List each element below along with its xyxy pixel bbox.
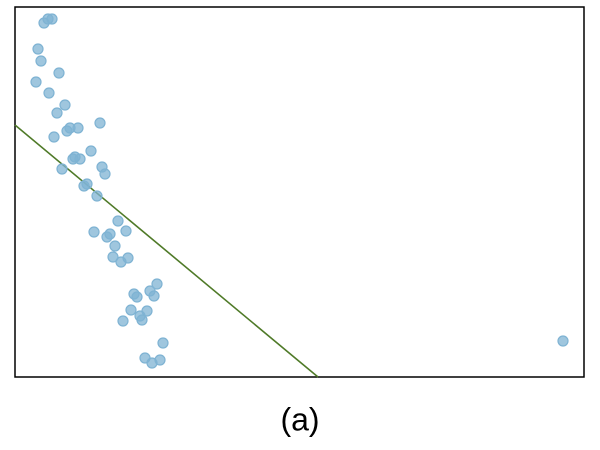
point <box>51 107 63 119</box>
point <box>107 251 119 263</box>
point <box>48 131 60 143</box>
point <box>94 117 106 129</box>
point <box>112 215 124 227</box>
point <box>101 231 113 243</box>
point <box>131 291 143 303</box>
point <box>148 290 160 302</box>
point <box>125 304 137 316</box>
point <box>30 76 42 88</box>
point <box>32 43 44 55</box>
point <box>85 145 97 157</box>
point <box>61 125 73 137</box>
point <box>67 153 79 165</box>
point <box>154 354 166 366</box>
point <box>99 168 111 180</box>
point <box>120 225 132 237</box>
point <box>88 226 100 238</box>
point <box>109 240 121 252</box>
point <box>115 256 127 268</box>
point <box>557 335 569 347</box>
point <box>43 87 55 99</box>
point <box>46 13 58 25</box>
point <box>117 315 129 327</box>
point <box>35 55 47 67</box>
caption: (a) <box>280 401 319 437</box>
point <box>151 278 163 290</box>
plot-frame <box>14 6 585 378</box>
point <box>91 190 103 202</box>
point <box>136 314 148 326</box>
point <box>56 163 68 175</box>
point <box>53 67 65 79</box>
point <box>157 337 169 349</box>
point <box>78 180 90 192</box>
point <box>59 99 71 111</box>
